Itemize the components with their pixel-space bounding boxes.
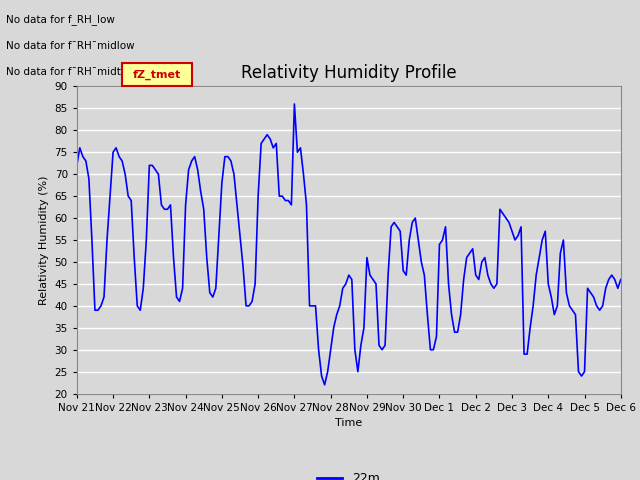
Title: Relativity Humidity Profile: Relativity Humidity Profile [241,64,456,82]
Text: No data for f¯RH¯midtop: No data for f¯RH¯midtop [6,67,134,77]
Text: No data for f_RH_low: No data for f_RH_low [6,14,115,25]
Y-axis label: Relativity Humidity (%): Relativity Humidity (%) [39,175,49,305]
Legend: 22m: 22m [312,468,385,480]
X-axis label: Time: Time [335,418,362,428]
Text: No data for f¯RH¯midlow: No data for f¯RH¯midlow [6,41,135,51]
Text: fZ_tmet: fZ_tmet [132,70,181,80]
